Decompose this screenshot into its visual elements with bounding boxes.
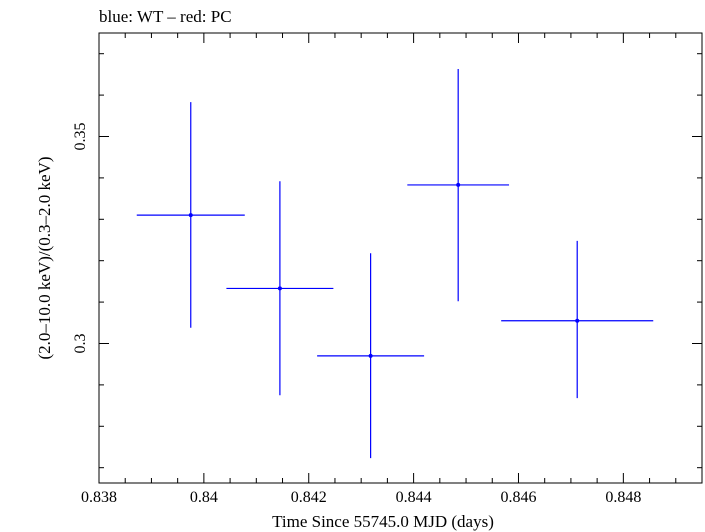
data-marker [575, 318, 580, 323]
x-tick-label: 0.842 [291, 489, 327, 506]
axis-ticks [98, 33, 703, 483]
data-point [407, 69, 510, 302]
x-tick-label: 0.848 [605, 489, 641, 506]
data-series [136, 69, 654, 459]
data-marker [368, 353, 373, 358]
axis-tick-labels: 0.838 0.84 0.842 0.844 0.846 0.848 0.3 0.35 [72, 122, 641, 506]
plot-frame [98, 32, 703, 484]
y-axis-title: (2.0–10.0 keV)/(0.3–2.0 keV) [35, 156, 54, 359]
x-tick-label: 0.838 [81, 489, 117, 506]
x-axis-title: Time Since 55745.0 MJD (days) [272, 512, 494, 531]
data-marker [277, 286, 282, 291]
x-tick-label: 0.84 [190, 489, 218, 506]
x-tick-label: 0.844 [396, 489, 432, 506]
x-tick-label: 0.846 [500, 489, 536, 506]
chart-title: blue: WT – red: PC [99, 7, 232, 26]
data-marker [188, 213, 193, 218]
data-point [226, 181, 334, 396]
data-marker [456, 182, 461, 187]
data-point [136, 102, 245, 328]
data-point [317, 253, 425, 459]
y-tick-label: 0.35 [72, 122, 89, 150]
data-point [501, 240, 654, 399]
y-tick-label: 0.3 [72, 333, 89, 353]
